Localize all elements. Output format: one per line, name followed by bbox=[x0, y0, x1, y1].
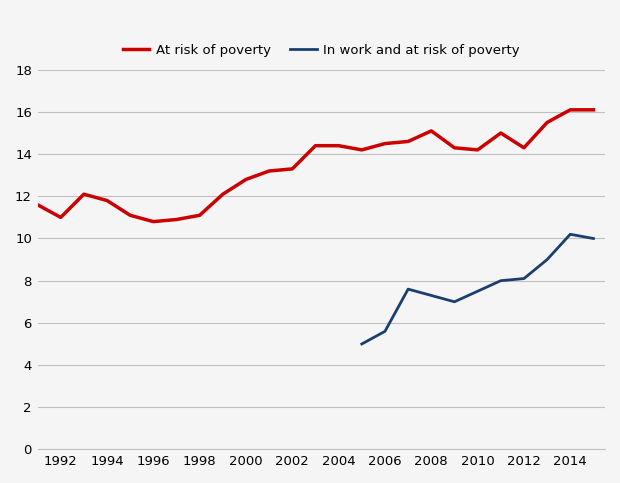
In work and at risk of poverty bbox=[404, 286, 412, 292]
At risk of poverty bbox=[451, 145, 458, 151]
At risk of poverty bbox=[196, 213, 203, 218]
At risk of poverty bbox=[335, 143, 342, 149]
At risk of poverty bbox=[543, 120, 551, 126]
In work and at risk of poverty bbox=[497, 278, 505, 284]
At risk of poverty bbox=[173, 216, 180, 222]
In work and at risk of poverty bbox=[543, 256, 551, 262]
In work and at risk of poverty bbox=[428, 293, 435, 298]
At risk of poverty bbox=[80, 191, 87, 197]
At risk of poverty bbox=[381, 141, 389, 146]
Line: At risk of poverty: At risk of poverty bbox=[38, 110, 593, 222]
At risk of poverty bbox=[404, 139, 412, 144]
At risk of poverty bbox=[34, 202, 42, 208]
At risk of poverty bbox=[126, 213, 134, 218]
In work and at risk of poverty bbox=[590, 236, 597, 242]
At risk of poverty bbox=[265, 168, 273, 174]
Legend: At risk of poverty, In work and at risk of poverty: At risk of poverty, In work and at risk … bbox=[117, 38, 525, 62]
At risk of poverty bbox=[312, 143, 319, 149]
At risk of poverty bbox=[567, 107, 574, 113]
At risk of poverty bbox=[149, 219, 157, 225]
At risk of poverty bbox=[428, 128, 435, 134]
At risk of poverty bbox=[57, 214, 64, 220]
At risk of poverty bbox=[474, 147, 481, 153]
At risk of poverty bbox=[590, 107, 597, 113]
At risk of poverty bbox=[520, 145, 528, 151]
In work and at risk of poverty bbox=[520, 276, 528, 282]
At risk of poverty bbox=[358, 147, 366, 153]
At risk of poverty bbox=[242, 177, 250, 183]
Line: In work and at risk of poverty: In work and at risk of poverty bbox=[362, 234, 593, 344]
At risk of poverty bbox=[288, 166, 296, 172]
In work and at risk of poverty bbox=[451, 299, 458, 305]
In work and at risk of poverty bbox=[474, 288, 481, 294]
At risk of poverty bbox=[497, 130, 505, 136]
In work and at risk of poverty bbox=[358, 341, 366, 347]
At risk of poverty bbox=[219, 191, 226, 197]
At risk of poverty bbox=[104, 198, 111, 203]
In work and at risk of poverty bbox=[567, 231, 574, 237]
In work and at risk of poverty bbox=[381, 328, 389, 334]
